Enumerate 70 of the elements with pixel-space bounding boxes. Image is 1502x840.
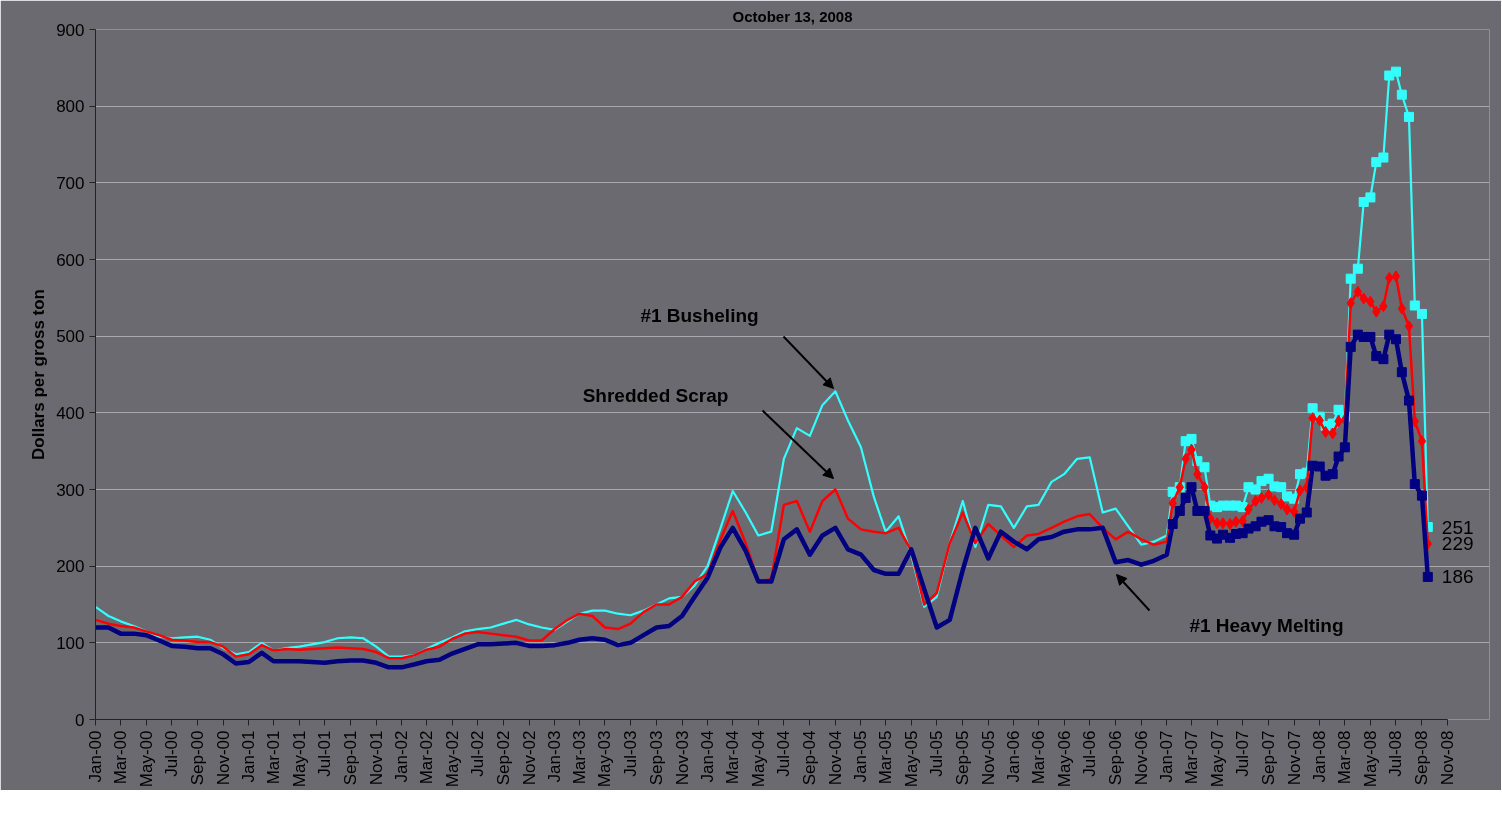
annotation: #1 Busheling [640, 305, 759, 326]
x-tick-label: Nov-04 [825, 730, 845, 786]
x-tick-label: Sep-07 [1259, 730, 1279, 786]
y-tick-label: 800 [56, 97, 85, 117]
x-tick-label: Sep-00 [188, 730, 208, 786]
x-tick-label: Jan-07 [1157, 730, 1177, 783]
chart-title: October 13, 2008 [732, 7, 853, 25]
x-tick-label: May-06 [1054, 730, 1074, 788]
x-tick-label: May-07 [1207, 730, 1227, 788]
x-tick-label: Jul-03 [621, 730, 641, 777]
x-tick-label: Mar-02 [416, 730, 436, 785]
x-tick-label: May-04 [748, 730, 768, 788]
y-axis-title: Dollars per gross ton [29, 289, 49, 460]
y-tick-label: 600 [56, 250, 85, 270]
y-tick-label: 0 [75, 710, 85, 730]
x-tick-label: Mar-05 [876, 730, 896, 785]
y-tick-label: 900 [56, 20, 85, 40]
x-tick-label: Nov-05 [978, 730, 998, 786]
x-tick-label: Jul-01 [315, 730, 335, 777]
x-tick-label: Jul-04 [774, 730, 794, 777]
x-tick-label: Jan-08 [1310, 730, 1330, 783]
y-tick-label: 500 [56, 327, 85, 347]
x-tick-label: May-02 [442, 730, 462, 788]
x-tick-label: Jan-05 [851, 730, 871, 783]
y-tick-label: 300 [56, 480, 85, 500]
y-tick-label: 700 [56, 173, 85, 193]
x-tick-label: Nov-03 [672, 730, 692, 786]
x-tick-label: Nov-08 [1438, 730, 1457, 786]
x-tick-label: Sep-08 [1412, 730, 1432, 786]
x-tick-label: Mar-00 [111, 730, 131, 785]
x-tick-label: May-00 [136, 730, 156, 788]
x-tick-label: Jan-02 [392, 730, 412, 783]
x-tick-label: Sep-04 [800, 730, 820, 786]
x-tick-label: Jul-08 [1386, 730, 1406, 777]
x-tick-label: May-01 [289, 730, 309, 788]
x-tick-label: Mar-04 [723, 730, 743, 785]
x-tick-label: Nov-01 [366, 730, 386, 786]
x-tick-label: Sep-05 [953, 730, 973, 786]
x-tick-label: Nov-02 [519, 730, 539, 786]
x-tick-label: Jan-06 [1004, 730, 1024, 783]
x-tick-label: Jan-00 [86, 730, 105, 783]
x-tick-label: Jul-05 [927, 730, 947, 777]
x-tick-label: Sep-02 [494, 730, 514, 786]
y-tick-label: 200 [56, 557, 85, 577]
x-tick-label: May-08 [1360, 730, 1380, 788]
x-tick-label: Jan-03 [545, 730, 565, 783]
x-tick-label: Jul-07 [1233, 730, 1253, 777]
y-tick-label: 400 [56, 403, 85, 423]
x-tick-label: Mar-07 [1182, 730, 1202, 785]
x-tick-label: Mar-03 [569, 730, 589, 785]
annotation: Shredded Scrap [582, 385, 729, 406]
x-tick-label: Jan-01 [239, 730, 259, 783]
annotation: #1 Heavy Melting [1189, 615, 1344, 636]
x-tick-label: Jul-02 [468, 730, 488, 777]
x-tick-label: Sep-06 [1106, 730, 1126, 786]
x-tick-label: Jul-00 [162, 730, 182, 777]
x-tick-label: Nov-06 [1131, 730, 1151, 786]
x-tick-label: Jul-06 [1080, 730, 1100, 777]
x-tick-label: Jan-04 [698, 730, 718, 783]
x-tick-label: Sep-01 [341, 730, 361, 786]
x-tick-label: May-03 [595, 730, 615, 788]
x-tick-label: Mar-08 [1335, 730, 1355, 785]
x-tick-label: Nov-07 [1284, 730, 1304, 786]
data-label: 186 [1441, 566, 1474, 588]
x-tick-label: Sep-03 [646, 730, 666, 786]
x-tick-label: Nov-00 [213, 730, 233, 786]
x-tick-label: Mar-01 [264, 730, 284, 785]
x-tick-label: May-05 [901, 730, 921, 788]
x-tick-label: Mar-06 [1029, 730, 1049, 785]
y-tick-label: 100 [56, 633, 85, 653]
